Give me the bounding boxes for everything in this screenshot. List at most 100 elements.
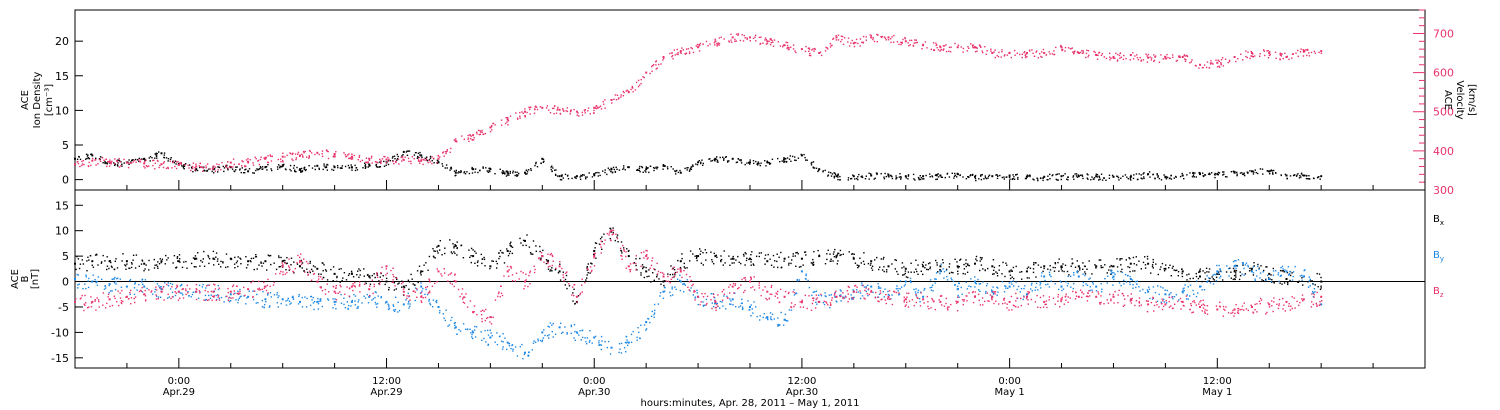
- field-bx-sample: [88, 259, 90, 261]
- field-bx-sample: [975, 258, 977, 260]
- field-bz-sample: [372, 292, 374, 295]
- velocity-sample: [286, 154, 288, 157]
- field-bz-sample: [584, 281, 586, 284]
- density-sample: [536, 166, 539, 168]
- velocity-sample: [220, 168, 222, 171]
- velocity-sample: [1224, 58, 1227, 60]
- field-by-sample: [1157, 285, 1159, 287]
- density-sample: [567, 178, 570, 180]
- field-bx-sample: [495, 260, 497, 263]
- velocity-sample: [819, 51, 822, 53]
- velocity-sample: [617, 98, 620, 100]
- field-bx-sample: [312, 270, 314, 272]
- velocity-sample: [597, 107, 599, 109]
- field-bz-point: [835, 295, 838, 298]
- velocity-sample: [380, 162, 382, 165]
- field-by-sample: [514, 346, 517, 348]
- velocity-sample: [506, 116, 509, 119]
- field-bx-sample: [979, 269, 981, 272]
- density-sample: [290, 170, 292, 172]
- field-by-sample: [1275, 270, 1277, 272]
- density-sample: [259, 165, 262, 168]
- velocity-sample: [1146, 61, 1149, 63]
- density-sample: [744, 163, 746, 166]
- velocity-sample: [1172, 56, 1174, 59]
- field-bz-sample: [214, 288, 217, 290]
- velocity-sample: [1024, 56, 1027, 59]
- field-bx-sample: [937, 271, 939, 273]
- field-by-sample: [636, 339, 638, 341]
- velocity-sample: [375, 161, 377, 163]
- field-bx-sample: [942, 262, 944, 264]
- velocity-sample: [201, 166, 203, 168]
- velocity-sample: [676, 53, 678, 55]
- field-by-sample: [510, 347, 512, 350]
- velocity-sample: [259, 158, 262, 161]
- density-sample: [1217, 174, 1219, 176]
- field-bz-sample: [80, 297, 82, 299]
- density-sample: [90, 153, 92, 156]
- field-bx-sample: [439, 240, 441, 242]
- field-by-sample: [114, 288, 117, 291]
- field-bz-sample: [551, 255, 554, 258]
- density-sample: [79, 158, 82, 161]
- velocity-sample: [557, 108, 559, 110]
- field-bx-sample: [194, 255, 197, 257]
- density-sample: [941, 176, 943, 178]
- field-bx-sample: [670, 265, 672, 267]
- density-sample: [303, 168, 306, 170]
- field-by-point: [1008, 285, 1011, 288]
- velocity-sample: [1284, 52, 1286, 54]
- density-sample: [653, 167, 655, 169]
- field-by-sample: [1197, 292, 1199, 294]
- field-bz-point: [1060, 298, 1063, 301]
- field-bz-sample: [102, 292, 104, 294]
- velocity-sample: [387, 156, 389, 159]
- density-sample: [756, 163, 758, 165]
- velocity-sample: [198, 165, 200, 167]
- field-by-sample: [1035, 286, 1037, 289]
- velocity-sample: [967, 46, 969, 48]
- field-by-sample: [198, 284, 201, 287]
- field-bx-sample: [453, 245, 455, 248]
- density-sample: [695, 163, 697, 165]
- field-bz-sample: [572, 286, 574, 288]
- velocity-sample: [714, 38, 716, 40]
- field-bx-sample: [520, 242, 522, 244]
- field-by-sample: [264, 303, 266, 306]
- density-sample: [700, 162, 702, 165]
- velocity-sample: [718, 37, 721, 39]
- field-bx-sample: [586, 274, 588, 276]
- bottom-panel-frame: [74, 189, 1426, 369]
- field-by-sample: [899, 288, 901, 290]
- density-sample: [764, 160, 766, 162]
- velocity-sample: [843, 37, 846, 39]
- field-bx-sample: [1266, 266, 1268, 268]
- velocity-sample: [368, 159, 371, 161]
- field-by-sample: [239, 296, 241, 298]
- velocity-sample: [202, 170, 204, 172]
- field-by-sample: [424, 293, 426, 296]
- field-bz-point: [1216, 308, 1219, 311]
- field-bz-sample: [228, 297, 230, 299]
- velocity-sample: [766, 42, 769, 45]
- velocity-point: [1147, 56, 1150, 59]
- velocity-sample: [966, 50, 968, 52]
- density-sample: [289, 168, 291, 171]
- field-bz-sample: [422, 297, 424, 299]
- field-by-sample: [877, 296, 880, 298]
- field-by-sample: [1047, 283, 1049, 285]
- velocity-sample: [1026, 55, 1028, 58]
- density-sample: [765, 165, 767, 167]
- velocity-sample: [333, 156, 336, 158]
- velocity-sample: [445, 152, 447, 155]
- field-by-sample: [884, 288, 886, 290]
- field-bx-sample: [683, 262, 685, 265]
- velocity-sample: [230, 166, 232, 168]
- velocity-sample: [764, 39, 766, 41]
- field-by-sample: [694, 297, 696, 299]
- field-by-sample: [181, 283, 183, 286]
- velocity-sample: [110, 163, 112, 165]
- density-sample: [646, 167, 648, 169]
